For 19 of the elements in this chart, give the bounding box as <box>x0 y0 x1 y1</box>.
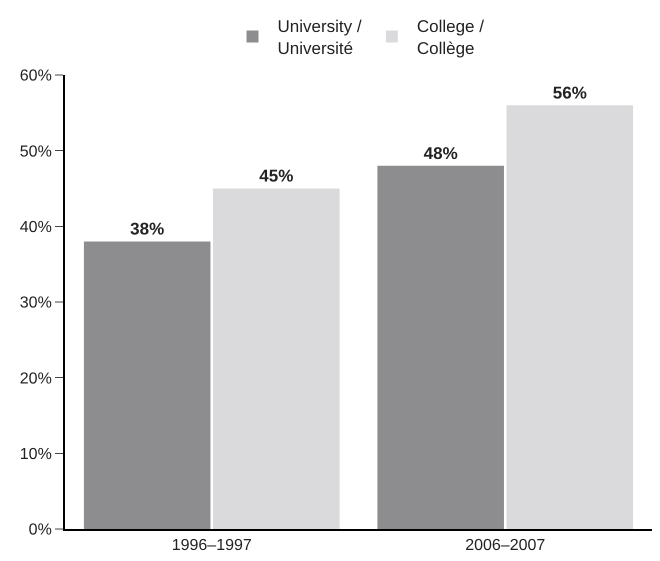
x-tick-label: 2006–2007 <box>465 537 546 554</box>
y-tick-label: 30% <box>20 294 52 312</box>
y-tick-label: 0% <box>28 522 52 539</box>
bar <box>377 166 504 529</box>
data-label: 38% <box>130 219 164 238</box>
data-label: 48% <box>424 144 458 163</box>
y-tick-label: 10% <box>20 446 52 463</box>
y-tick-label: 40% <box>20 218 52 236</box>
bar <box>506 105 634 529</box>
data-label: 45% <box>259 166 294 186</box>
data-label: 56% <box>552 83 587 102</box>
y-tick-label: 60% <box>20 68 52 85</box>
y-tick-label: 20% <box>20 370 52 388</box>
legend-label: College / Collège <box>416 17 484 58</box>
legend-label: University / Université <box>278 17 362 58</box>
y-tick-label: 50% <box>20 143 52 160</box>
x-tick-label: 1996–1997 <box>172 537 252 554</box>
bar <box>84 241 210 529</box>
bar <box>213 188 340 529</box>
